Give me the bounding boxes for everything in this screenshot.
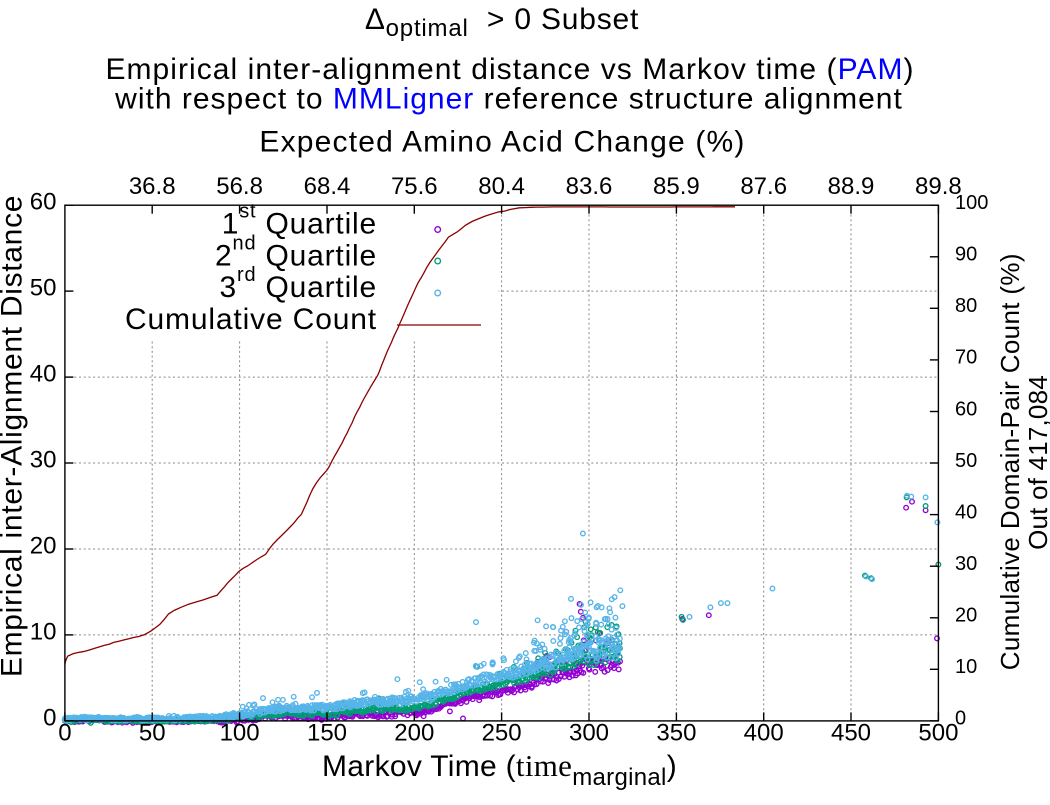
svg-text:Empirical inter-alignment dist: Empirical inter-alignment distance vs Ma… xyxy=(105,53,914,86)
svg-text:with respect to MMLigner refer: with respect to MMLigner reference struc… xyxy=(114,83,903,116)
svg-text:50: 50 xyxy=(139,720,166,747)
svg-text:60: 60 xyxy=(955,398,977,420)
svg-text:10: 10 xyxy=(30,618,57,645)
svg-text:20: 20 xyxy=(30,533,57,560)
svg-text:88.9: 88.9 xyxy=(828,173,875,200)
svg-text:100: 100 xyxy=(955,192,988,214)
svg-text:400: 400 xyxy=(744,720,784,747)
svg-text:83.6: 83.6 xyxy=(566,173,613,200)
svg-text:300: 300 xyxy=(569,720,609,747)
svg-text:Cumulative Count: Cumulative Count xyxy=(125,303,377,336)
svg-text:89.8: 89.8 xyxy=(915,173,962,200)
svg-text:80: 80 xyxy=(955,295,977,317)
svg-text:0: 0 xyxy=(58,720,71,747)
svg-text:Out of 417,084: Out of 417,084 xyxy=(1023,375,1050,550)
svg-text:Expected Amino Acid Change (%): Expected Amino Acid Change (%) xyxy=(259,126,745,159)
svg-text:87.6: 87.6 xyxy=(740,173,787,200)
svg-text:20: 20 xyxy=(955,605,977,627)
svg-text:Cumulative Domain-Pair Count (: Cumulative Domain-Pair Count (%) xyxy=(995,253,1025,670)
svg-text:40: 40 xyxy=(955,501,977,523)
svg-text:250: 250 xyxy=(482,720,522,747)
svg-text:50: 50 xyxy=(30,275,57,302)
svg-text:85.9: 85.9 xyxy=(653,173,700,200)
svg-text:200: 200 xyxy=(394,720,434,747)
svg-text:60: 60 xyxy=(30,189,57,216)
svg-text:10: 10 xyxy=(955,656,977,678)
svg-text:75.6: 75.6 xyxy=(391,173,438,200)
svg-text:90: 90 xyxy=(955,244,977,266)
svg-text:30: 30 xyxy=(955,553,977,575)
svg-text:Empirical inter-Alignment Dist: Empirical inter-Alignment Distance xyxy=(0,195,29,677)
svg-text:100: 100 xyxy=(220,720,260,747)
svg-text:450: 450 xyxy=(831,720,871,747)
svg-text:350: 350 xyxy=(656,720,696,747)
svg-text:30: 30 xyxy=(30,447,57,474)
svg-text:70: 70 xyxy=(955,347,977,369)
svg-text:40: 40 xyxy=(30,361,57,388)
svg-text:36.8: 36.8 xyxy=(129,173,176,200)
svg-text:150: 150 xyxy=(307,720,347,747)
svg-text:56.8: 56.8 xyxy=(216,173,263,200)
svg-text:68.4: 68.4 xyxy=(304,173,351,200)
svg-text:80.4: 80.4 xyxy=(478,173,525,200)
svg-text:50: 50 xyxy=(955,450,977,472)
svg-text:0: 0 xyxy=(43,704,56,731)
svg-text:0: 0 xyxy=(955,708,966,730)
svg-text:500: 500 xyxy=(918,720,958,747)
